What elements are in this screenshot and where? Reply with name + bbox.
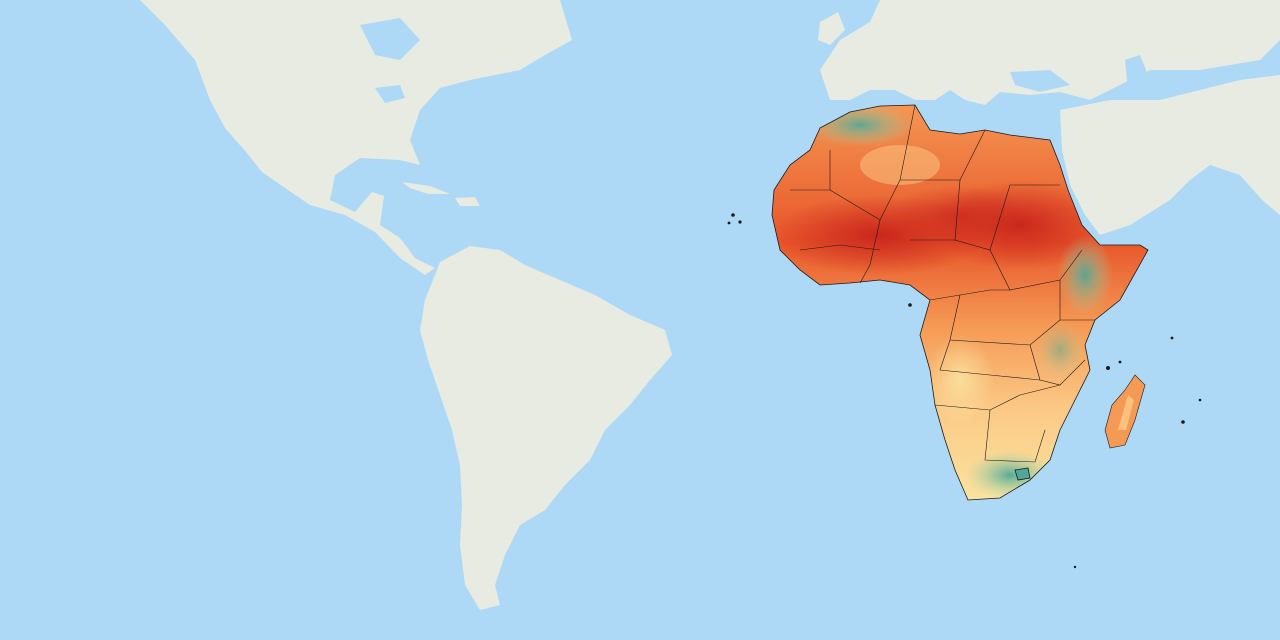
africa-country-borders (790, 104, 1095, 463)
black-sea (1010, 70, 1070, 92)
south-america-landmass (420, 246, 672, 610)
madagascar-highlands (1118, 395, 1134, 430)
angola-pale-area (925, 335, 995, 425)
great-lakes-region (1035, 320, 1085, 380)
sahel-center-hotspot (890, 185, 1030, 245)
ethiopian-highlands-green (1057, 235, 1113, 315)
caspian-sea (1125, 55, 1150, 100)
lesotho-outline (1014, 467, 1031, 481)
middle-east-landmass (1060, 75, 1280, 235)
north-america-landmass (140, 0, 572, 275)
hispaniola-island (455, 197, 480, 206)
sahara-light-area (860, 145, 940, 185)
cuba-island (402, 182, 450, 194)
africa-coastline (771, 104, 1149, 501)
greenland-landmass (480, 0, 560, 22)
europe-landmass (820, 0, 1280, 105)
atlantic-islands (727, 213, 1202, 569)
great-lakes (375, 85, 405, 103)
britain-island (818, 12, 845, 45)
hudson-bay (360, 18, 420, 60)
